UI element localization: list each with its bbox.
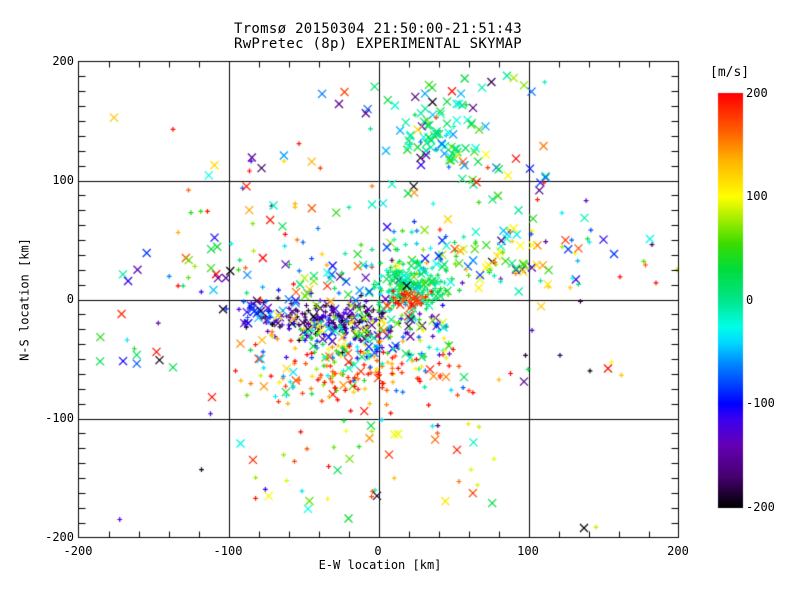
y-tick-neg200: -200 <box>45 530 74 544</box>
y-tick-neg100: -100 <box>45 411 74 425</box>
x-tick-200: 200 <box>667 544 689 558</box>
x-axis-label: E-W location [km] <box>318 558 442 572</box>
y-tick-100: 100 <box>52 173 74 187</box>
y-axis-label: N-S location [km] <box>17 238 32 361</box>
plot-title-line2: RwPretec (8p) EXPERIMENTAL SKYMAP <box>233 36 523 52</box>
y-tick-200: 200 <box>52 54 74 68</box>
x-tick-100: 100 <box>517 544 539 558</box>
colorbar-tick-neg100: -100 <box>746 396 775 410</box>
x-tick-neg200: -200 <box>63 544 93 558</box>
x-tick-0: 0 <box>374 544 382 558</box>
colorbar-tick-neg200: -200 <box>746 500 775 514</box>
colorbar-unit-label: [m/s] <box>710 65 750 80</box>
x-tick-neg100: -100 <box>213 544 243 558</box>
colorbar-tick-200: 200 <box>746 86 768 100</box>
colorbar-tick-100: 100 <box>746 189 768 203</box>
colorbar-tick-0: 0 <box>746 293 754 307</box>
plot-title-line1: Tromsø 20150304 21:50:00-21:51:43 <box>233 21 523 37</box>
y-tick-0: 0 <box>66 292 74 306</box>
